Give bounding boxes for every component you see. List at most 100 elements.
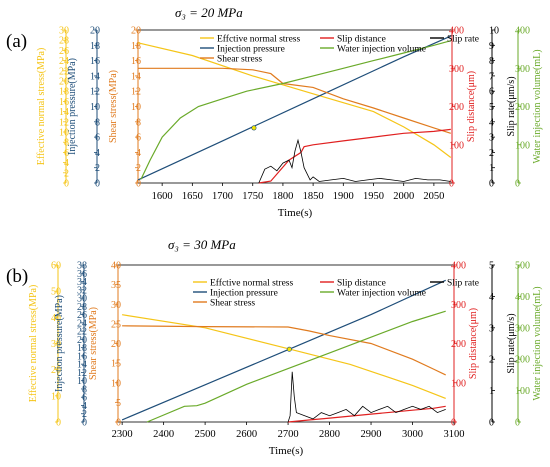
series-ss (122, 325, 446, 376)
panel-title: σ₃ = 20 MPa (175, 5, 243, 20)
ss-tick-label: 0 (116, 418, 121, 429)
sd-axis-title: Slip distance(μm) (466, 71, 477, 142)
wv-tick-label: 500 (515, 261, 530, 272)
ens-tick-label: 0 (64, 179, 69, 190)
ens-tick-label: 4 (64, 158, 69, 169)
ens-tick-label: 24 (59, 56, 69, 67)
series-sr (287, 371, 446, 423)
ss-tick-label: 8 (136, 117, 141, 128)
ens-tick-label: 12 (59, 117, 69, 128)
sd-tick-label: 400 (451, 261, 466, 272)
sd-axis-title: Slip distance(μm) (468, 308, 479, 379)
wv-tick-label: 100 (515, 140, 530, 151)
wv-tick-label: 0 (515, 418, 520, 429)
sr-tick-label: 3 (489, 133, 494, 144)
ens-tick-label: 8 (64, 138, 69, 149)
panel-label: (b) (6, 266, 28, 287)
series-wv (140, 40, 451, 180)
ip-tick-label: 12 (77, 368, 87, 379)
legend-label: Water injection volume (337, 289, 426, 299)
ip-tick-label: 10 (77, 376, 87, 387)
ens-tick-label: 28 (59, 36, 69, 47)
ss-tick-label: 25 (111, 319, 121, 330)
ss-tick-label: 20 (131, 26, 141, 37)
wv-tick-label: 0 (515, 179, 520, 190)
sd-tick-label: 100 (449, 140, 464, 151)
x-axis-label: Time(s) (278, 207, 313, 219)
ens-tick-label: 30 (51, 339, 61, 350)
ss-tick-label: 0 (136, 179, 141, 190)
x-tick-label: 1850 (303, 191, 324, 202)
wv-tick-label: 400 (515, 26, 530, 37)
legend-label: Shear stress (217, 55, 262, 65)
ss-tick-label: 2 (136, 163, 141, 174)
x-tick-label: 2400 (153, 429, 174, 440)
ens-tick-label: 20 (51, 365, 61, 376)
x-tick-label: 2500 (195, 429, 216, 440)
sd-tick-label: 200 (451, 339, 466, 350)
legend-label: Slip rate (447, 35, 479, 45)
series-sd (288, 405, 446, 423)
sr-tick-label: 0 (489, 418, 494, 429)
legend-label: Slip distance (337, 279, 386, 289)
ip-tick-label: 30 (77, 294, 87, 305)
ip-tick-label: 4 (82, 401, 87, 412)
ens-tick-label: 22 (59, 66, 69, 77)
ip-tick-label: 14 (90, 71, 100, 82)
ip-tick-label: 10 (90, 102, 100, 113)
ss-tick-label: 40 (111, 261, 121, 272)
x-tick-label: 1600 (152, 191, 173, 202)
ip-tick-label: 18 (90, 41, 100, 52)
ip-axis-title: Injection pressure(MPa) (67, 58, 78, 155)
intersection-marker (251, 125, 257, 131)
x-tick-label: 1700 (212, 191, 233, 202)
ens-tick-label: 50 (51, 287, 61, 298)
ip-tick-label: 8 (82, 384, 87, 395)
ss-tick-label: 12 (131, 87, 141, 98)
ens-tick-label: 40 (51, 313, 61, 324)
ss-tick-label: 10 (131, 102, 141, 113)
ss-tick-label: 6 (136, 133, 141, 144)
wv-tick-label: 300 (515, 323, 530, 334)
sr-tick-label: 10 (489, 26, 499, 37)
ip-tick-label: 22 (77, 327, 87, 338)
wv-tick-label: 200 (515, 102, 530, 113)
ip-tick-label: 0 (95, 179, 100, 190)
series-sr (258, 138, 451, 184)
sr-tick-label: 5 (489, 102, 494, 113)
ip-tick-label: 24 (77, 318, 87, 329)
ens-tick-label: 10 (59, 128, 69, 139)
ss-tick-label: 16 (131, 56, 141, 67)
ss-tick-label: 10 (111, 378, 121, 389)
sd-tick-label: 200 (449, 102, 464, 113)
sr-tick-label: 3 (489, 323, 494, 334)
sr-tick-label: 6 (489, 87, 494, 98)
x-tick-label: 1900 (333, 191, 354, 202)
ss-tick-label: 20 (111, 339, 121, 350)
ip-tick-label: 6 (95, 133, 100, 144)
sr-tick-label: 9 (489, 41, 494, 52)
sr-tick-label: 1 (489, 163, 494, 174)
ens-axis-title: Effective normal stress(MPa) (36, 48, 47, 166)
ip-tick-label: 16 (90, 56, 100, 67)
x-tick-label: 1750 (242, 191, 263, 202)
ip-tick-label: 38 (77, 261, 87, 272)
sr-axis-title: Slip rate(μm/s) (506, 313, 517, 373)
ens-tick-label: 6 (64, 148, 69, 159)
ip-tick-label: 14 (77, 360, 87, 371)
ss-tick-label: 35 (111, 280, 121, 291)
series-wv (146, 310, 446, 423)
legend-label: Effctive normal stress (210, 278, 293, 289)
ip-tick-label: 2 (95, 163, 100, 174)
x-tick-label: 2000 (393, 191, 414, 202)
ip-tick-label: 12 (90, 87, 100, 98)
legend-label: Slip distance (337, 35, 386, 45)
x-axis-label: Time(s) (269, 445, 304, 457)
sd-tick-label: 100 (451, 378, 466, 389)
ens-tick-label: 20 (59, 77, 69, 88)
legend-label: Shear stress (210, 299, 255, 309)
ens-tick-label: 2 (64, 168, 69, 179)
ip-tick-label: 20 (90, 26, 100, 37)
sd-tick-label: 300 (451, 300, 466, 311)
